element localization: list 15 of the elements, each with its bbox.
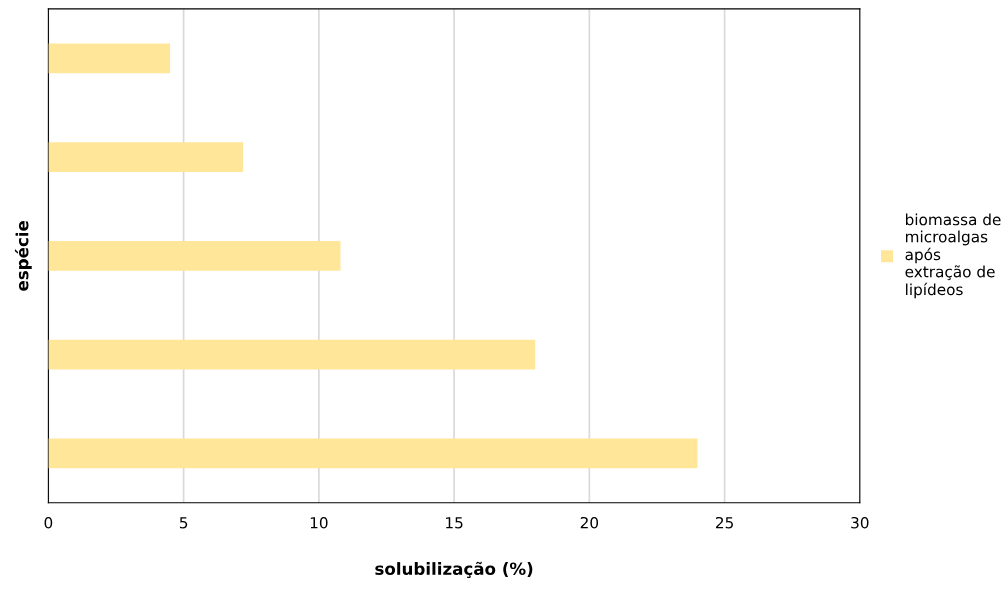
x-tick-label: 10 [310,516,328,529]
x-tick-label: 15 [446,517,463,529]
bar [48,339,536,370]
legend-label: biomassa de microalgas após extração de lipídeos [905,213,1001,299]
bar [48,241,341,271]
x-tick-label: 25 [715,516,733,529]
bar [48,142,244,172]
x-tick-label: 0 [44,516,53,529]
x-axis-title: solubilização (%) [375,561,533,579]
bar [48,43,171,74]
x-tick-label: 30 [851,516,869,529]
bar [48,438,698,469]
x-tick-label: 5 [179,517,188,529]
y-axis-title: espécie [14,220,32,291]
x-tick-label: 20 [580,516,599,529]
